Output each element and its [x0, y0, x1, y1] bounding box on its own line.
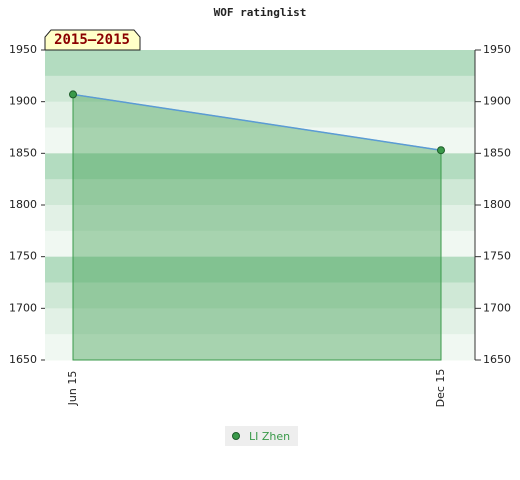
x-tick-label: Dec 15 — [434, 369, 447, 408]
band — [45, 127, 475, 154]
y-tick-label: 1650 — [9, 353, 37, 366]
y-tick-label: 1900 — [9, 95, 37, 108]
y2-tick-label: 1850 — [483, 146, 511, 159]
legend-label[interactable]: LI Zhen — [249, 430, 290, 443]
band — [45, 50, 475, 77]
y2-tick-label: 1750 — [483, 250, 511, 263]
band — [45, 205, 475, 232]
y-tick-label: 1850 — [9, 146, 37, 159]
y2-tick-label: 1900 — [483, 95, 511, 108]
y2-tick-label: 1650 — [483, 353, 511, 366]
band — [45, 153, 475, 180]
band — [45, 101, 475, 128]
line — [72, 93, 442, 151]
band — [45, 179, 475, 206]
band — [45, 334, 475, 361]
band — [45, 308, 475, 335]
plot-area — [45, 50, 475, 361]
y-tick-label: 1750 — [9, 250, 37, 263]
legend-marker — [232, 432, 240, 440]
annotation: 2015–2015 — [54, 32, 130, 48]
y-tick-label: 1800 — [9, 198, 37, 211]
point — [69, 90, 77, 99]
band — [45, 282, 475, 309]
chart-title: WOF ratinglist — [214, 6, 307, 19]
y2-tick-label: 1700 — [483, 301, 511, 314]
x-tick-label: Jun 15 — [66, 371, 79, 407]
y2-tick-label: 1950 — [483, 43, 511, 56]
band — [45, 230, 475, 258]
band — [45, 75, 475, 103]
y-tick-label: 1700 — [9, 301, 37, 314]
y-tick-label: 1950 — [9, 43, 37, 56]
legend — [225, 426, 298, 446]
annotation-box — [44, 29, 141, 51]
y2-tick-label: 1800 — [483, 198, 511, 211]
band — [45, 256, 475, 283]
point — [437, 146, 445, 155]
